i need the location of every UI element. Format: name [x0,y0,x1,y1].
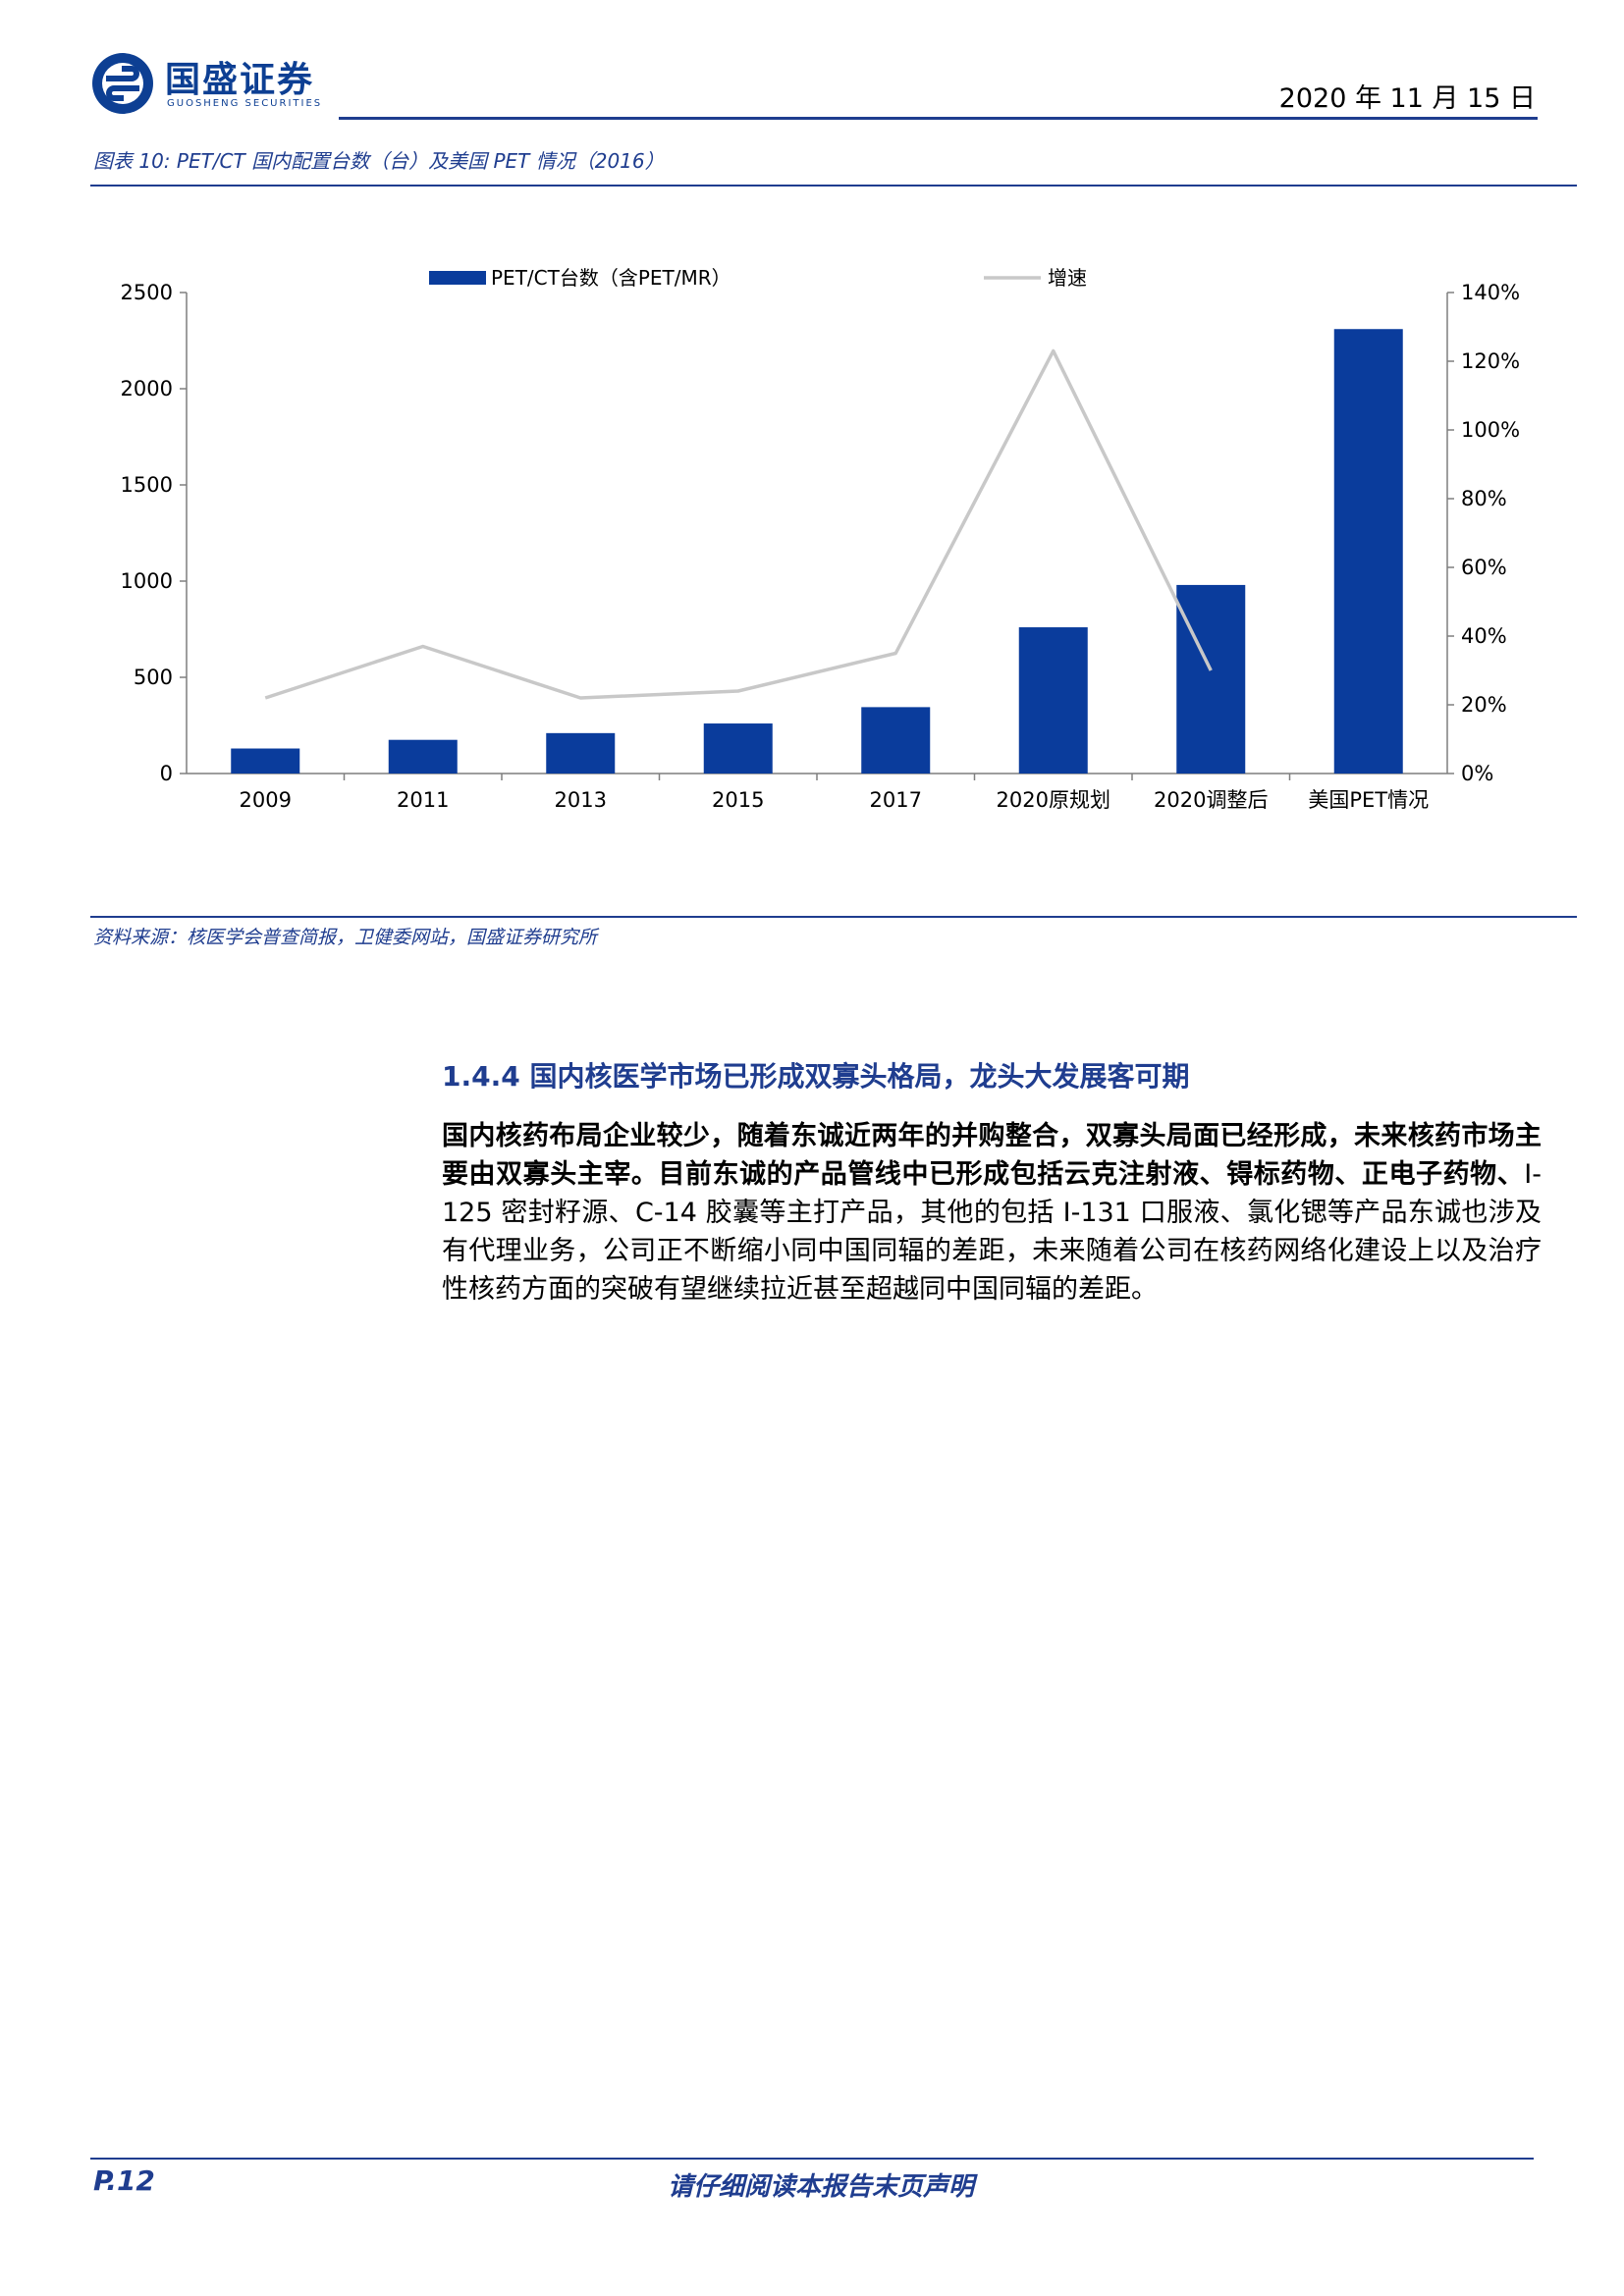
body-paragraph-bold: 国内核药布局企业较少，随着东诚近两年的并购整合，双寡头局面已经形成，未来核药市场… [442,1121,1542,1190]
bar-pet-ct-count [1176,584,1246,774]
bar-pet-ct-count [861,707,931,774]
figure-source-note: 资料来源：核医学会普查简报，卫健委网站，国盛证券研究所 [93,927,598,948]
right-axis-tick-label: 120% [1461,349,1520,373]
bar-pet-ct-count [1333,329,1403,774]
legend-label-line: 增速 [1048,266,1087,290]
bar-pet-ct-count [388,739,458,774]
guosheng-logo-icon [92,53,153,114]
x-axis-category-label: 2009 [240,788,292,812]
body-paragraph-normal: I-125 密封籽源、C-14 胶囊等主打产品，其他的包括 I-131 口服液、… [442,1159,1542,1305]
logo-name-en: GUOSHENG SECURITIES [167,98,323,109]
right-axis-tick-label: 80% [1461,487,1507,510]
report-date: 2020 年 11 月 15 日 [1278,83,1536,114]
left-axis-tick-label: 2000 [121,377,173,400]
bar-pet-ct-count [1018,627,1088,774]
page-number: P.12 [93,2164,155,2197]
right-axis-tick-label: 40% [1461,624,1507,648]
right-axis-tick-label: 100% [1461,418,1520,442]
left-axis-tick-label: 1000 [121,569,173,593]
x-axis-category-label: 2020调整后 [1154,788,1268,812]
right-axis-tick-label: 20% [1461,693,1507,717]
x-axis-category-label: 2020原规划 [997,788,1110,812]
x-axis-category-label: 2013 [555,788,607,812]
legend-label-bar: PET/CT台数（含PET/MR） [491,266,731,290]
section-heading: 1.4.4 国内核医学市场已形成双寡头格局，龙头大发展客可期 [442,1060,1190,1093]
right-axis-tick-label: 60% [1461,556,1507,579]
x-axis-category-label: 美国PET情况 [1308,788,1429,812]
figure-title: 图表 10: PET/CT 国内配置台数（台）及美国 PET 情况（2016） [93,149,665,173]
header-divider [339,117,1538,120]
footer-disclaimer: 请仔细阅读本报告末页声明 [668,2172,975,2202]
x-axis-category-label: 2017 [870,788,922,812]
left-axis-tick-label: 500 [134,666,173,689]
bar-pet-ct-count [231,748,300,774]
bar-pet-ct-count [703,723,773,774]
bar-pet-ct-count [546,732,616,774]
figure-divider [90,185,1577,187]
footer-divider [90,2158,1534,2160]
logo-name-cn: 国盛证券 [165,60,315,100]
left-axis-tick-label: 0 [160,762,173,785]
right-axis-tick-label: 0% [1461,762,1493,785]
right-axis-tick-label: 140% [1461,281,1520,304]
source-divider [90,916,1577,918]
body-paragraph: 国内核药布局企业较少，随着东诚近两年的并购整合，双寡头局面已经形成，未来核药市场… [442,1117,1542,1308]
left-axis-tick-label: 1500 [121,473,173,497]
growth-rate-line [264,348,1213,700]
legend-swatch-bar [429,271,486,285]
pet-ct-chart: 0 500 1000 1500 2000 2500 0% 20% 40% 60% 80% 100% 12… [121,266,1521,812]
left-axis-tick-label: 2500 [121,281,173,304]
x-axis-category-label: 2011 [397,788,449,812]
x-axis-category-label: 2015 [712,788,764,812]
